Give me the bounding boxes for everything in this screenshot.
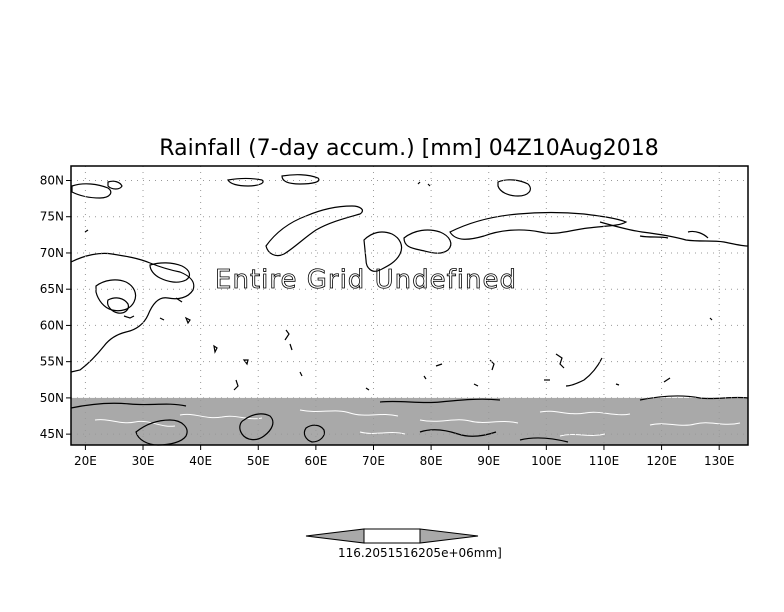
lon-tick-label: 110E [589, 454, 620, 468]
lon-tick-label: 30E [132, 454, 155, 468]
gridlines [71, 166, 748, 445]
map-frame [70, 165, 749, 446]
lon-tick-label: 80E [420, 454, 443, 468]
lat-tick-label: 50N [40, 391, 64, 405]
map-plot-area: 80N 75N 70N 65N 60N 55N 50N 45N 20E 30E 40E 50E 60E 7… [40, 165, 749, 468]
coastlines [70, 174, 749, 446]
rivers [94, 409, 741, 437]
lat-tick-label: 75N [40, 210, 64, 224]
small-features [84, 181, 713, 391]
colorbar: 116.2051516205e+06mm] [305, 528, 502, 560]
colorbar-label: 116.2051516205e+06mm] [338, 546, 502, 560]
lon-tick-label: 20E [74, 454, 97, 468]
lat-tick-label: 80N [40, 173, 64, 187]
lat-tick-label: 65N [40, 282, 64, 296]
axis-ticks: 80N 75N 70N 65N 60N 55N 50N 45N 20E 30E 40E 50E 60E 7… [40, 173, 735, 468]
lon-tick-label: 90E [477, 454, 500, 468]
lon-tick-label: 120E [646, 454, 677, 468]
lon-tick-label: 50E [247, 454, 270, 468]
map-title: Rainfall (7-day accum.) [mm] 04Z10Aug201… [159, 136, 658, 161]
lon-tick-label: 100E [531, 454, 562, 468]
colorbar-high-arrow [419, 528, 479, 544]
undefined-grid-message: Entire Grid Undefined [215, 265, 517, 295]
colorbar-center-box [363, 528, 421, 544]
colorbar-low-arrow [305, 528, 365, 544]
lon-tick-label: 60E [304, 454, 327, 468]
lat-tick-label: 55N [40, 355, 64, 369]
lon-tick-label: 40E [189, 454, 212, 468]
lon-tick-label: 70E [362, 454, 385, 468]
lat-tick-label: 60N [40, 318, 64, 332]
lat-tick-label: 45N [40, 427, 64, 441]
lat-tick-label: 70N [40, 246, 64, 260]
lon-tick-label: 130E [704, 454, 735, 468]
